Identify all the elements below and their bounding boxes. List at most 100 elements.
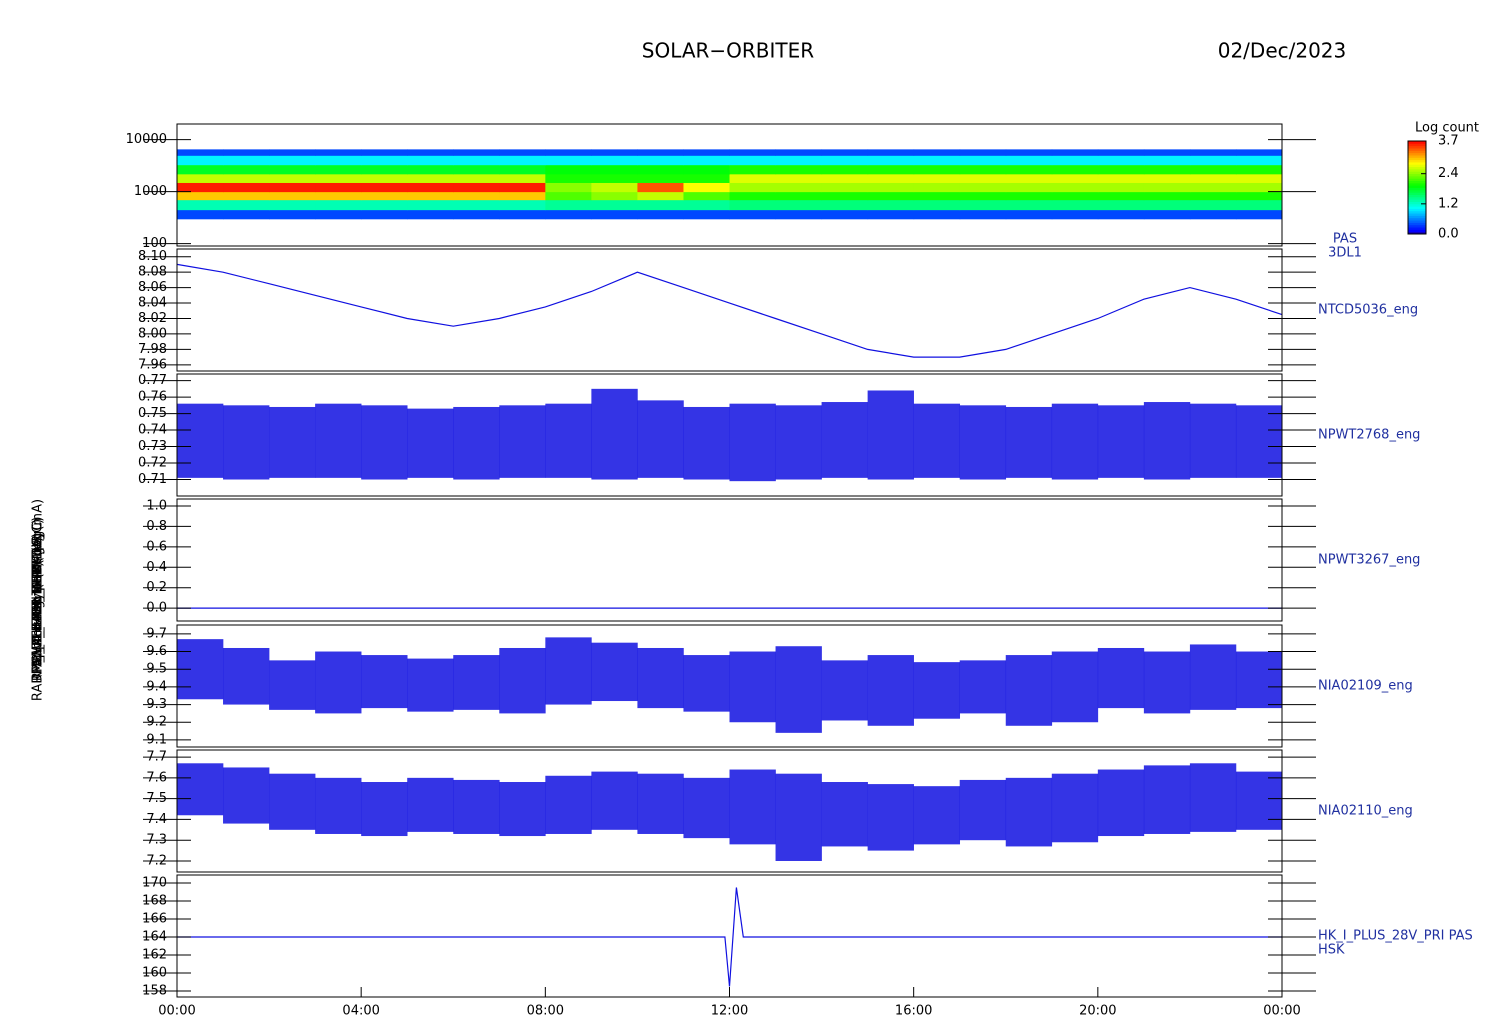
heat-cell [269,155,316,166]
heat-cell [867,173,915,183]
heat-cell [407,209,454,220]
y-tick-label: 9.4 [146,679,167,694]
x-tick-label: 00:00 [158,1004,195,1019]
heat-cell [1235,164,1283,175]
range-band [545,637,592,705]
y-tick-label: 158 [142,983,167,998]
heat-cell [1051,173,1099,183]
colorbar-step [1408,168,1426,172]
heat-cell [959,209,1007,220]
colorbar-step [1408,171,1426,175]
colorbar-step [1408,157,1426,161]
heat-cell [637,209,684,220]
panel-label: HK_I_PLUS_28V_PRI PAS [1318,929,1473,944]
heat-cell [453,199,500,211]
colorbar-step [1408,208,1426,212]
heat-cell [407,149,454,156]
heat-cell [1235,209,1283,220]
heat-cell [683,199,730,211]
heat-cell [315,164,362,175]
heat-cell [1005,209,1053,220]
heat-cell [867,182,915,193]
heat-cell [1143,155,1191,166]
heat-cell [821,182,869,193]
heat-cell [315,155,362,166]
colorbar-step [1408,154,1426,158]
colorbar-tick-label: 2.4 [1438,166,1459,181]
range-band [1005,406,1053,478]
panel-label: NTCD5036_eng [1318,303,1418,318]
y-tick-label: 8.08 [138,265,167,280]
heat-cell [1189,155,1237,166]
heat-cell [959,199,1007,211]
heat-cell [821,191,869,201]
panel-label: HSK [1318,943,1345,958]
y-tick-label: 9.1 [146,732,167,747]
x-tick-label: 04:00 [342,1004,379,1019]
y-tick-label: 7.6 [146,770,167,785]
y-tick-label: 7.7 [146,750,167,765]
heat-cell [1051,164,1099,175]
heat-cell [545,164,592,175]
range-band [177,403,224,478]
range-band [223,767,270,824]
colorbar-step [1408,203,1426,207]
heat-cell [223,155,270,166]
range-band [959,779,1007,841]
colorbar-step [1408,222,1426,226]
range-band [269,406,316,478]
heat-cell [775,182,823,193]
colorbar-step [1408,217,1426,221]
range-band [499,782,546,837]
heat-cell [315,199,362,211]
range-band [453,406,500,480]
heat-cell [1235,155,1283,166]
panel-label: NPWT2768_eng [1318,428,1420,443]
range-band [591,771,638,830]
heat-cell [177,173,224,183]
heat-cell [775,191,823,201]
colorbar-step [1408,178,1426,182]
range-band [407,777,454,832]
heat-cell [591,155,638,166]
y-tick-label: 168 [142,894,167,909]
y-tick-label: 0.75 [138,406,167,421]
range-band [867,655,914,726]
heat-cell [269,164,316,175]
heat-cell [1143,164,1191,175]
colorbar-step [1408,145,1426,149]
heat-cell [1235,191,1283,201]
heat-cell [1143,199,1191,211]
heat-cell [959,155,1007,166]
range-band [683,655,730,712]
heat-cell [867,199,915,211]
range-band [1189,763,1237,832]
range-band [637,400,684,478]
heat-cell [867,155,915,166]
heat-cell [545,155,592,166]
colorbar-step [1408,196,1426,200]
heat-cell [1051,182,1099,193]
panel-frame [176,248,1283,372]
y-tick-label: 7.3 [146,833,167,848]
heat-cell [361,191,408,201]
heat-cell [499,173,546,183]
heat-cell [1097,191,1145,201]
heat-cell [1189,209,1237,220]
heat-cell [545,149,592,156]
y-axis-label: SWA_EAS2_TEMP (V) [31,533,46,667]
y-tick-label: 9.2 [146,715,167,730]
panel-frame [176,498,1283,622]
range-band [959,660,1007,714]
heat-cell [269,199,316,211]
heat-cell [1097,149,1145,156]
heat-cell [361,199,408,211]
y-axis-label: SWA_EAS_TEMP (V) [31,537,46,663]
y-tick-label: 0.0 [146,601,167,616]
heat-cell [361,173,408,183]
y-tick-label: 0.6 [146,539,167,554]
range-band [315,651,362,714]
colorbar-step [1408,185,1426,188]
heat-cell [545,199,592,211]
range-band [453,779,500,834]
